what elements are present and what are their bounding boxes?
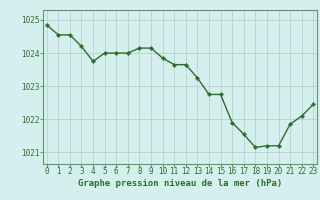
X-axis label: Graphe pression niveau de la mer (hPa): Graphe pression niveau de la mer (hPa) <box>78 179 282 188</box>
